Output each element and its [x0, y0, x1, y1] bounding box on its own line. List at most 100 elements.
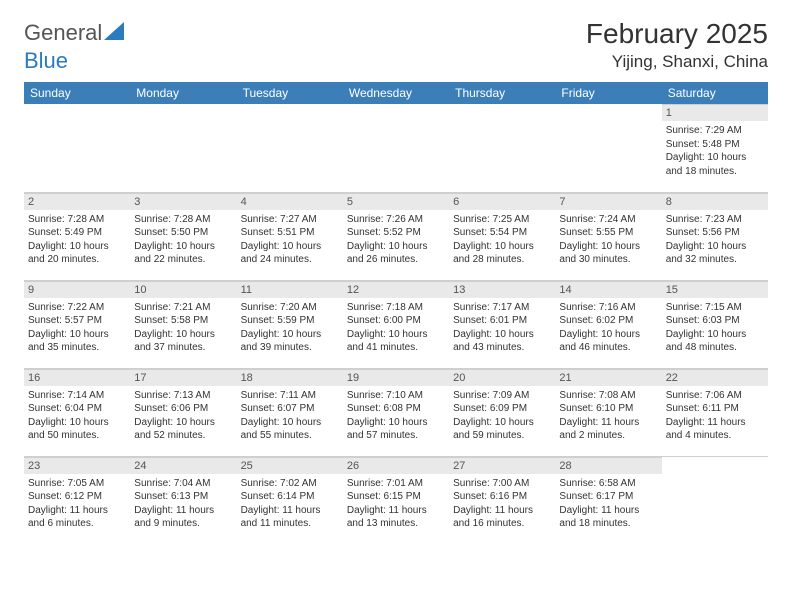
daylight-text: and 55 minutes. — [241, 429, 339, 443]
day-cell: 24Sunrise: 7:04 AMSunset: 6:13 PMDayligh… — [130, 456, 236, 544]
day-number: 17 — [130, 369, 236, 386]
header: General February 2025 Yijing, Shanxi, Ch… — [24, 18, 768, 72]
sunset-text: Sunset: 6:09 PM — [453, 402, 551, 416]
sunset-text: Sunset: 6:14 PM — [241, 490, 339, 504]
day-cell: 14Sunrise: 7:16 AMSunset: 6:02 PMDayligh… — [555, 280, 661, 368]
day-cell: 25Sunrise: 7:02 AMSunset: 6:14 PMDayligh… — [237, 456, 343, 544]
weekday-header: Sunday — [24, 82, 130, 104]
blank-cell — [130, 104, 236, 192]
daylight-text: and 35 minutes. — [28, 341, 126, 355]
day-cell: 22Sunrise: 7:06 AMSunset: 6:11 PMDayligh… — [662, 368, 768, 456]
day-number: 15 — [662, 281, 768, 298]
daylight-text: Daylight: 10 hours — [241, 240, 339, 254]
daylight-text: Daylight: 10 hours — [28, 416, 126, 430]
blank-cell — [24, 104, 130, 192]
daylight-text: Daylight: 10 hours — [347, 416, 445, 430]
day-cell: 18Sunrise: 7:11 AMSunset: 6:07 PMDayligh… — [237, 368, 343, 456]
day-number: 12 — [343, 281, 449, 298]
sunset-text: Sunset: 6:02 PM — [559, 314, 657, 328]
daylight-text: and 30 minutes. — [559, 253, 657, 267]
sunset-text: Sunset: 5:52 PM — [347, 226, 445, 240]
day-cell: 2Sunrise: 7:28 AMSunset: 5:49 PMDaylight… — [24, 192, 130, 280]
daylight-text: and 32 minutes. — [666, 253, 764, 267]
daylight-text: Daylight: 11 hours — [347, 504, 445, 518]
sunrise-text: Sunrise: 7:05 AM — [28, 477, 126, 491]
sunset-text: Sunset: 5:55 PM — [559, 226, 657, 240]
sunrise-text: Sunrise: 7:24 AM — [559, 213, 657, 227]
daylight-text: and 52 minutes. — [134, 429, 232, 443]
daylight-text: and 20 minutes. — [28, 253, 126, 267]
daylight-text: and 57 minutes. — [347, 429, 445, 443]
day-number: 10 — [130, 281, 236, 298]
sunrise-text: Sunrise: 7:23 AM — [666, 213, 764, 227]
day-number: 14 — [555, 281, 661, 298]
weekday-header: Tuesday — [237, 82, 343, 104]
sunset-text: Sunset: 6:08 PM — [347, 402, 445, 416]
day-number: 11 — [237, 281, 343, 298]
daylight-text: and 43 minutes. — [453, 341, 551, 355]
sunset-text: Sunset: 5:59 PM — [241, 314, 339, 328]
daylight-text: Daylight: 10 hours — [241, 416, 339, 430]
blank-cell — [237, 104, 343, 192]
sunset-text: Sunset: 5:49 PM — [28, 226, 126, 240]
blank-cell — [449, 104, 555, 192]
daylight-text: Daylight: 11 hours — [453, 504, 551, 518]
day-number: 9 — [24, 281, 130, 298]
daylight-text: and 50 minutes. — [28, 429, 126, 443]
weekday-header: Monday — [130, 82, 236, 104]
sunrise-text: Sunrise: 7:27 AM — [241, 213, 339, 227]
daylight-text: Daylight: 10 hours — [559, 240, 657, 254]
daylight-text: and 6 minutes. — [28, 517, 126, 531]
daylight-text: Daylight: 10 hours — [453, 240, 551, 254]
blank-cell — [555, 104, 661, 192]
day-cell: 7Sunrise: 7:24 AMSunset: 5:55 PMDaylight… — [555, 192, 661, 280]
day-cell: 6Sunrise: 7:25 AMSunset: 5:54 PMDaylight… — [449, 192, 555, 280]
daylight-text: and 39 minutes. — [241, 341, 339, 355]
sunset-text: Sunset: 6:16 PM — [453, 490, 551, 504]
day-number: 5 — [343, 193, 449, 210]
sunset-text: Sunset: 6:03 PM — [666, 314, 764, 328]
daylight-text: and 37 minutes. — [134, 341, 232, 355]
day-cell: 4Sunrise: 7:27 AMSunset: 5:51 PMDaylight… — [237, 192, 343, 280]
day-number: 16 — [24, 369, 130, 386]
month-title: February 2025 — [586, 18, 768, 50]
sunset-text: Sunset: 6:17 PM — [559, 490, 657, 504]
day-cell: 13Sunrise: 7:17 AMSunset: 6:01 PMDayligh… — [449, 280, 555, 368]
daylight-text: Daylight: 11 hours — [559, 504, 657, 518]
daylight-text: and 2 minutes. — [559, 429, 657, 443]
day-cell: 17Sunrise: 7:13 AMSunset: 6:06 PMDayligh… — [130, 368, 236, 456]
sunrise-text: Sunrise: 7:04 AM — [134, 477, 232, 491]
day-cell: 19Sunrise: 7:10 AMSunset: 6:08 PMDayligh… — [343, 368, 449, 456]
daylight-text: and 16 minutes. — [453, 517, 551, 531]
sunrise-text: Sunrise: 7:14 AM — [28, 389, 126, 403]
day-cell: 21Sunrise: 7:08 AMSunset: 6:10 PMDayligh… — [555, 368, 661, 456]
day-number: 13 — [449, 281, 555, 298]
daylight-text: Daylight: 10 hours — [347, 240, 445, 254]
sunrise-text: Sunrise: 7:16 AM — [559, 301, 657, 315]
sunrise-text: Sunrise: 7:15 AM — [666, 301, 764, 315]
day-number: 19 — [343, 369, 449, 386]
sunrise-text: Sunrise: 7:17 AM — [453, 301, 551, 315]
calendar-row: 16Sunrise: 7:14 AMSunset: 6:04 PMDayligh… — [24, 368, 768, 456]
logo: General — [24, 20, 126, 46]
sunrise-text: Sunrise: 7:25 AM — [453, 213, 551, 227]
day-number: 24 — [130, 457, 236, 474]
daylight-text: and 48 minutes. — [666, 341, 764, 355]
weekday-header: Thursday — [449, 82, 555, 104]
sunrise-text: Sunrise: 7:20 AM — [241, 301, 339, 315]
daylight-text: Daylight: 10 hours — [666, 328, 764, 342]
sunset-text: Sunset: 6:07 PM — [241, 402, 339, 416]
day-cell: 20Sunrise: 7:09 AMSunset: 6:09 PMDayligh… — [449, 368, 555, 456]
sunrise-text: Sunrise: 7:26 AM — [347, 213, 445, 227]
day-cell: 8Sunrise: 7:23 AMSunset: 5:56 PMDaylight… — [662, 192, 768, 280]
weekday-header: Wednesday — [343, 82, 449, 104]
sunset-text: Sunset: 5:58 PM — [134, 314, 232, 328]
day-cell: 15 Sunrise: 7:15 AMSunset: 6:03 PMDayligh… — [662, 280, 768, 368]
daylight-text: Daylight: 10 hours — [28, 240, 126, 254]
sunrise-text: Sunrise: 7:18 AM — [347, 301, 445, 315]
day-cell: 11Sunrise: 7:20 AMSunset: 5:59 PMDayligh… — [237, 280, 343, 368]
day-number: 25 — [237, 457, 343, 474]
daylight-text: Daylight: 10 hours — [134, 416, 232, 430]
sunset-text: Sunset: 5:48 PM — [666, 138, 764, 152]
sunrise-text: Sunrise: 7:11 AM — [241, 389, 339, 403]
